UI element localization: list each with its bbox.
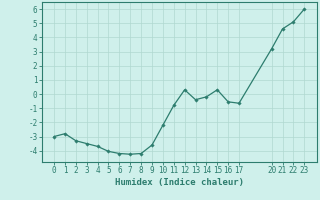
X-axis label: Humidex (Indice chaleur): Humidex (Indice chaleur) bbox=[115, 178, 244, 187]
